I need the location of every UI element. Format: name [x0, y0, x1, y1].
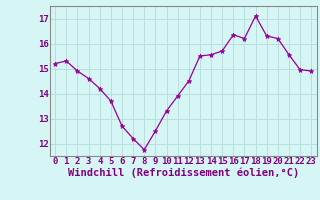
X-axis label: Windchill (Refroidissement éolien,°C): Windchill (Refroidissement éolien,°C): [68, 167, 299, 178]
